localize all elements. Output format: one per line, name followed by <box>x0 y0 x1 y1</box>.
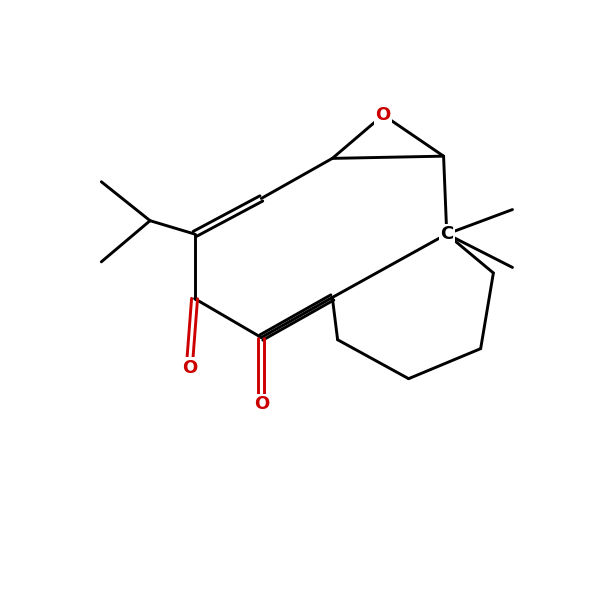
Text: O: O <box>254 395 269 413</box>
Text: C: C <box>440 225 454 243</box>
Text: O: O <box>376 106 391 124</box>
Text: O: O <box>182 359 197 377</box>
